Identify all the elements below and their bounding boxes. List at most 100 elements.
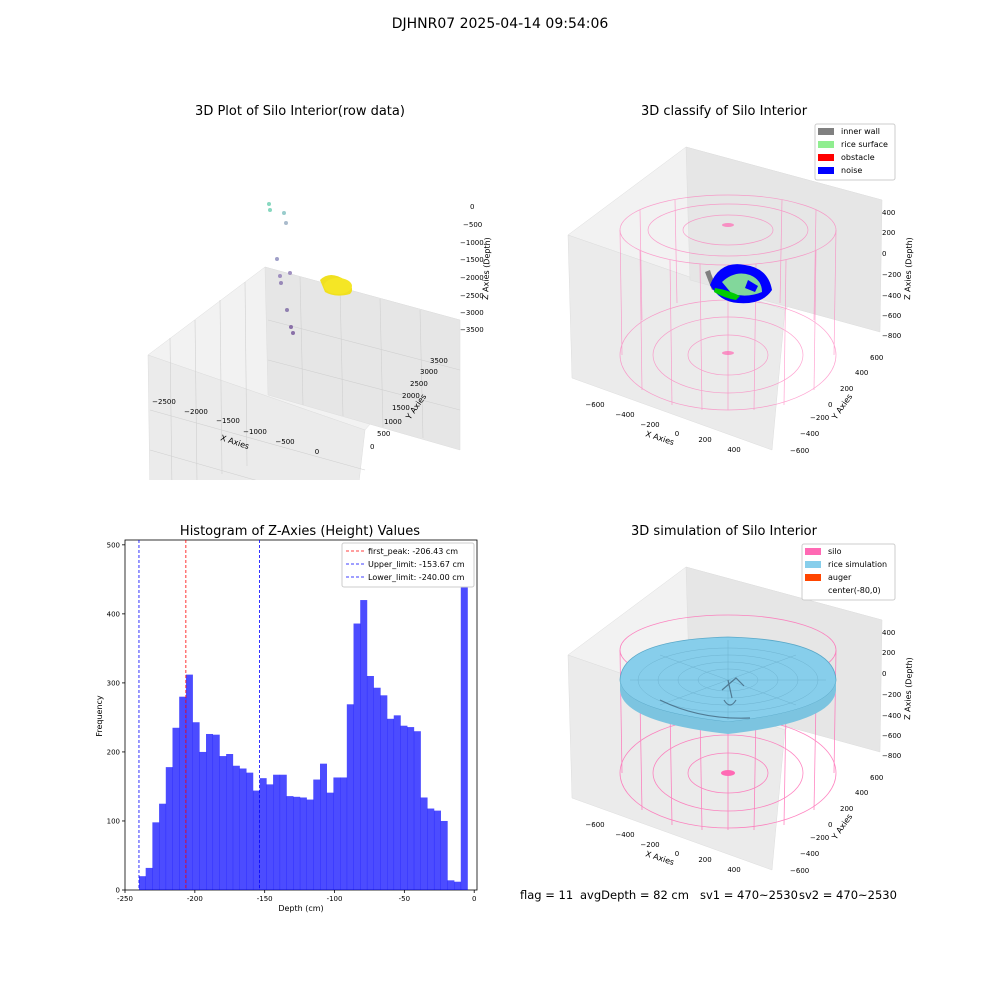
histogram-bar	[353, 623, 361, 890]
y-tick-label: 3500	[430, 357, 448, 365]
legend-swatch	[805, 548, 821, 555]
x-tick-label: −2500	[152, 398, 176, 406]
y-tick-label: −600	[790, 447, 809, 455]
histogram-bar	[299, 797, 307, 890]
z-tick-label: −3500	[460, 326, 484, 334]
histogram-bar	[185, 674, 193, 890]
y-tick-label: 200	[840, 805, 853, 813]
histogram-bar	[400, 725, 408, 890]
histogram-y-ticks: 0 100 200 300 400 500	[107, 541, 125, 895]
x-tick-label: -200	[187, 895, 203, 903]
y-tick-label: 500	[377, 430, 390, 438]
histogram-bar	[393, 715, 401, 890]
classify-z-ticks: 400 200 0 −200 −400 −600 −800	[882, 209, 901, 340]
histogram-bar	[279, 774, 287, 890]
z-tick-label: −2000	[460, 274, 484, 282]
histogram-bar	[165, 767, 173, 890]
y-tick-label: 200	[107, 748, 120, 756]
y-tick-label: −400	[800, 430, 819, 438]
histogram-bar	[413, 731, 421, 890]
simulation-legend: silo rice simulation auger center(-80,0)	[801, 543, 896, 601]
avg-depth-readout: avgDepth = 82 cm	[580, 888, 689, 902]
y-tick-label: 0	[370, 443, 374, 451]
histogram-bar	[360, 600, 368, 890]
histogram-bar	[273, 774, 281, 890]
y-tick-label: 3000	[420, 368, 438, 376]
raw-3d-plot: −2500 −2000 −1500 −1000 −500 0 0 500 100…	[147, 202, 492, 480]
histogram-bar	[138, 876, 146, 890]
histogram-bar	[266, 784, 274, 890]
x-tick-label: −400	[615, 831, 634, 839]
sv2-readout: sv2 = 470~2530	[799, 888, 897, 902]
simulation-3d-plot: −600 −400 −200 0 200 400 −600 −400 −200 …	[567, 543, 914, 875]
classify-3d-plot: −600 −400 −200 0 200 400 −600 −400 −200 …	[567, 123, 914, 455]
figure-title: DJHNR07 2025-04-14 09:54:06	[391, 16, 609, 32]
histogram-bar	[239, 768, 247, 890]
simulation-y-axis-label: Y Axies	[830, 812, 855, 842]
y-tick-label: 400	[107, 610, 120, 618]
histogram-bar	[373, 687, 381, 890]
y-tick-label: 600	[870, 774, 883, 782]
legend-label: Upper_limit: -153.67 cm	[368, 560, 465, 569]
x-tick-label: -150	[257, 895, 273, 903]
x-tick-label: −600	[585, 821, 604, 829]
z-tick-label: −1500	[460, 256, 484, 264]
y-tick-label: 200	[840, 385, 853, 393]
x-tick-label: 200	[698, 856, 711, 864]
y-tick-label: 400	[855, 789, 868, 797]
z-tick-label: −200	[882, 271, 901, 279]
z-tick-label: 0	[882, 250, 886, 258]
y-tick-label: 600	[870, 354, 883, 362]
x-tick-label: 400	[727, 866, 740, 874]
classify-x-ticks: −600 −400 −200 0 200 400	[585, 401, 740, 454]
x-tick-label: 0	[675, 850, 679, 858]
flag-readout: flag = 11	[520, 888, 574, 902]
legend-swatch	[805, 587, 821, 594]
histogram-bar	[433, 810, 441, 890]
histogram-bar	[427, 808, 435, 890]
z-tick-label: −600	[882, 312, 901, 320]
histogram-chart: -250 -200 -150 -100 -50 0 0 100 200 300 400 500 De…	[95, 539, 478, 913]
legend-label: Lower_limit: -240.00 cm	[368, 573, 465, 582]
classify-x-axis-label: X Axies	[644, 429, 675, 447]
histogram-bar	[306, 799, 314, 890]
histogram-bar	[226, 754, 234, 890]
classify-legend: inner wall rice surface obstacle noise	[814, 123, 896, 181]
raw-3d-points	[267, 202, 353, 335]
z-tick-label: −400	[882, 292, 901, 300]
simulation-z-ticks: 400 200 0 −200 −400 −600 −800	[882, 629, 901, 760]
histogram-bar	[340, 777, 348, 890]
raw-z-axis-label: Z Axies (Depth)	[481, 237, 492, 300]
histogram-bar	[212, 734, 220, 890]
simulation-x-axis-label: X Axies	[644, 849, 675, 867]
legend-label: silo	[828, 547, 842, 556]
classify-y-ticks: −600 −400 −200 0 200 400 600	[790, 354, 883, 455]
z-tick-label: 400	[882, 209, 895, 217]
z-tick-label: −800	[882, 752, 901, 760]
x-tick-label: −200	[640, 421, 659, 429]
histogram-bar	[407, 727, 415, 890]
simulation-silo-wireframe	[619, 614, 837, 831]
y-tick-label: 300	[107, 679, 120, 687]
legend-label: first_peak: -206.43 cm	[368, 547, 458, 556]
histogram-bar	[319, 763, 328, 890]
legend-swatch	[818, 154, 834, 161]
x-tick-label: −600	[585, 401, 604, 409]
z-tick-label: 0	[470, 203, 474, 211]
classify-top-center	[722, 223, 734, 227]
x-tick-label: −1000	[243, 428, 267, 436]
histogram-bar	[259, 778, 267, 890]
x-tick-label: −200	[640, 841, 659, 849]
simulation-z-axis-label: Z Axies (Depth)	[903, 657, 914, 720]
histogram-bar	[380, 695, 388, 890]
x-tick-label: 0	[315, 448, 319, 456]
y-tick-label: 0	[116, 887, 120, 895]
y-tick-label: −400	[800, 850, 819, 858]
histogram-bars	[138, 544, 468, 890]
classify-y-axis-label: Y Axies	[830, 392, 855, 422]
y-tick-label: −600	[790, 867, 809, 875]
y-tick-label: 100	[107, 817, 120, 825]
z-tick-label: −600	[882, 732, 901, 740]
histogram-bar	[387, 718, 395, 890]
histogram-bar	[172, 727, 180, 890]
